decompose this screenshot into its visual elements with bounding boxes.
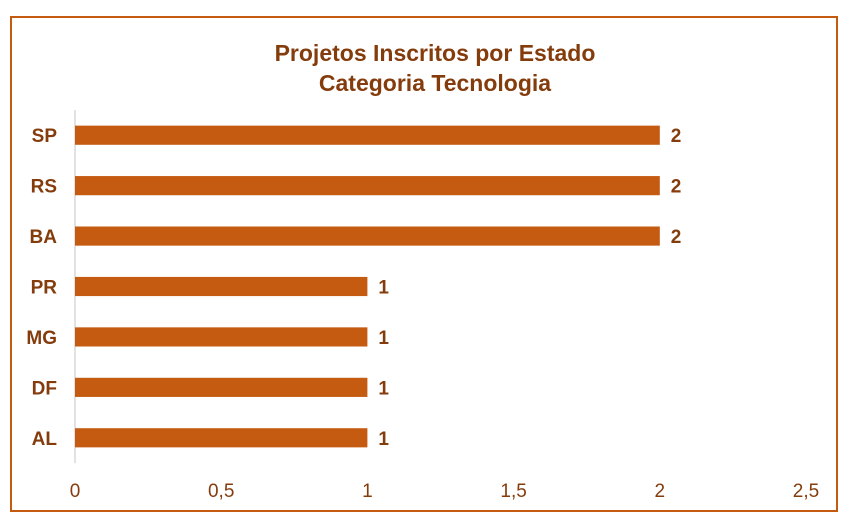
category-label-pr: PR	[31, 278, 58, 299]
data-label-al: 1	[378, 429, 389, 450]
data-label-pr: 1	[378, 278, 389, 299]
chart-title: Projetos Inscritos por Estado	[275, 40, 596, 66]
category-label-mg: MG	[26, 328, 57, 349]
data-label-rs: 2	[671, 177, 682, 198]
bar-ba	[75, 226, 660, 246]
bar-df	[75, 377, 368, 397]
data-label-ba: 2	[671, 227, 682, 248]
bar-pr	[75, 276, 368, 297]
x-tick-label: 1,5	[500, 481, 526, 502]
data-label-sp: 2	[671, 126, 682, 147]
chart-subtitle: Categoria Tecnologia	[319, 70, 551, 96]
category-label-df: DF	[32, 378, 57, 399]
x-tick-label: 2,5	[793, 481, 819, 502]
x-tick-label: 0	[70, 481, 81, 502]
bar-al	[75, 428, 368, 448]
x-tick-label: 2	[655, 481, 666, 502]
category-label-ba: BA	[30, 227, 58, 248]
data-label-df: 1	[378, 378, 389, 399]
x-tick-label: 1	[362, 481, 373, 502]
x-tick-label: 0,5	[208, 481, 234, 502]
bar-mg	[75, 327, 368, 347]
bar-sp	[75, 125, 660, 145]
category-label-rs: RS	[31, 177, 57, 198]
data-label-mg: 1	[378, 328, 389, 349]
category-label-sp: SP	[32, 126, 58, 147]
bar-rs	[75, 176, 660, 196]
category-label-al: AL	[32, 429, 58, 450]
